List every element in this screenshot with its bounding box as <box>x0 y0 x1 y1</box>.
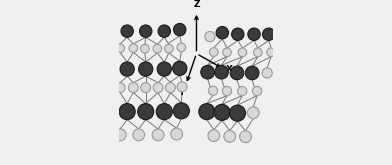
Circle shape <box>177 82 187 92</box>
Circle shape <box>121 25 133 37</box>
Circle shape <box>245 66 259 80</box>
Circle shape <box>222 86 232 96</box>
Circle shape <box>267 48 275 57</box>
Text: X: X <box>226 65 233 74</box>
Circle shape <box>224 131 236 142</box>
Circle shape <box>133 129 145 141</box>
Circle shape <box>174 23 186 36</box>
Circle shape <box>165 83 176 93</box>
Circle shape <box>140 25 152 37</box>
Circle shape <box>129 44 138 52</box>
Circle shape <box>138 104 154 120</box>
Circle shape <box>153 44 162 53</box>
Circle shape <box>153 83 163 93</box>
Circle shape <box>157 62 171 76</box>
Circle shape <box>171 128 183 140</box>
Circle shape <box>201 65 214 79</box>
Circle shape <box>139 62 153 76</box>
Circle shape <box>114 129 126 141</box>
Circle shape <box>119 104 135 120</box>
Circle shape <box>209 86 218 95</box>
Circle shape <box>152 129 164 141</box>
Circle shape <box>229 105 245 121</box>
Circle shape <box>247 107 259 119</box>
Circle shape <box>230 66 244 80</box>
Circle shape <box>248 28 260 40</box>
Circle shape <box>254 48 262 57</box>
Circle shape <box>262 68 272 78</box>
Circle shape <box>215 65 228 79</box>
Circle shape <box>156 104 172 120</box>
Circle shape <box>223 48 231 57</box>
Circle shape <box>177 43 186 52</box>
Circle shape <box>116 44 125 52</box>
Circle shape <box>263 28 275 40</box>
Circle shape <box>172 61 187 75</box>
Circle shape <box>214 104 230 120</box>
Circle shape <box>120 62 134 76</box>
Circle shape <box>240 131 251 143</box>
Circle shape <box>115 83 125 93</box>
Circle shape <box>173 103 189 119</box>
Circle shape <box>205 32 215 42</box>
Circle shape <box>141 44 149 53</box>
Circle shape <box>129 83 138 93</box>
Circle shape <box>238 86 247 96</box>
Circle shape <box>141 83 151 93</box>
Circle shape <box>158 25 171 37</box>
Text: Z: Z <box>193 0 200 9</box>
Text: Y: Y <box>178 88 184 97</box>
Circle shape <box>209 48 218 56</box>
Circle shape <box>208 130 220 141</box>
Circle shape <box>238 48 247 57</box>
Circle shape <box>199 104 215 120</box>
Circle shape <box>232 28 244 40</box>
Circle shape <box>252 86 262 96</box>
Circle shape <box>216 27 229 39</box>
Circle shape <box>165 44 173 53</box>
